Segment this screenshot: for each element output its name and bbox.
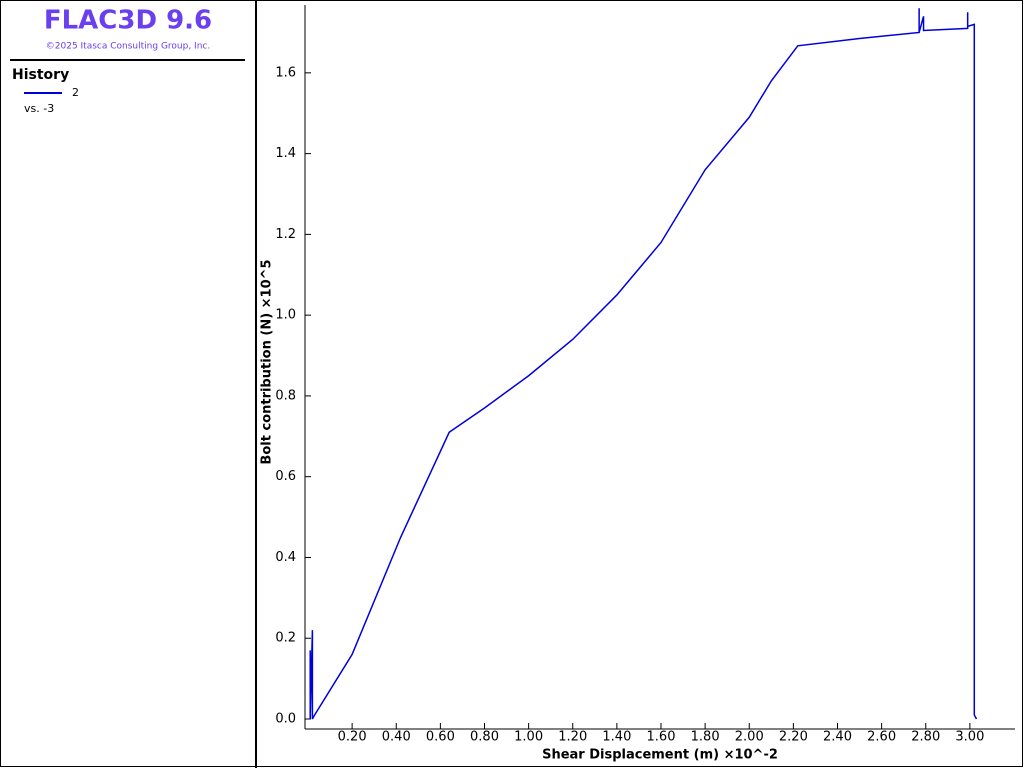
y-tick-label: 0.0 (275, 712, 296, 727)
y-tick-label: 1.6 (275, 65, 296, 80)
x-tick-label: 0.40 (382, 730, 411, 745)
legend-subtitle: vs. -3 (24, 102, 54, 115)
app-title: FLAC3D 9.6 (44, 6, 212, 36)
x-axis-label: Shear Displacement (m) ×10^-2 (542, 748, 778, 763)
y-tick-label: 0.2 (275, 631, 296, 646)
x-tick-label: 2.60 (867, 730, 896, 745)
data-line (309, 8, 978, 720)
y-tick-label: 1.2 (275, 227, 296, 242)
y-tick-label: 0.4 (275, 550, 296, 565)
x-tick-label: 1.40 (602, 730, 631, 745)
x-tick-label: 0.20 (338, 730, 367, 745)
x-tick-label: 1.80 (691, 730, 720, 745)
x-tick-label: 1.60 (647, 730, 676, 745)
x-tick-label: 2.20 (779, 730, 808, 745)
x-tick-label: 0.80 (470, 730, 499, 745)
y-tick-label: 0.8 (275, 388, 296, 403)
x-tick-label: 2.00 (735, 730, 764, 745)
legend-heading: History (12, 67, 69, 83)
x-tick-label: 0.60 (426, 730, 455, 745)
x-tick-label: 3.00 (955, 730, 984, 745)
copyright: ©2025 Itasca Consulting Group, Inc. (46, 42, 210, 52)
y-tick-label: 1.0 (275, 308, 296, 323)
legend-entry: 2 (72, 86, 79, 99)
y-tick-label: 1.4 (275, 146, 296, 161)
y-axis-label: Bolt contribution (N) ×10^5 (260, 259, 275, 464)
x-tick-label: 2.40 (823, 730, 852, 745)
x-tick-label: 2.80 (911, 730, 940, 745)
x-tick-label: 1.20 (558, 730, 587, 745)
x-tick-label: 1.00 (514, 730, 543, 745)
y-tick-label: 0.6 (275, 469, 296, 484)
